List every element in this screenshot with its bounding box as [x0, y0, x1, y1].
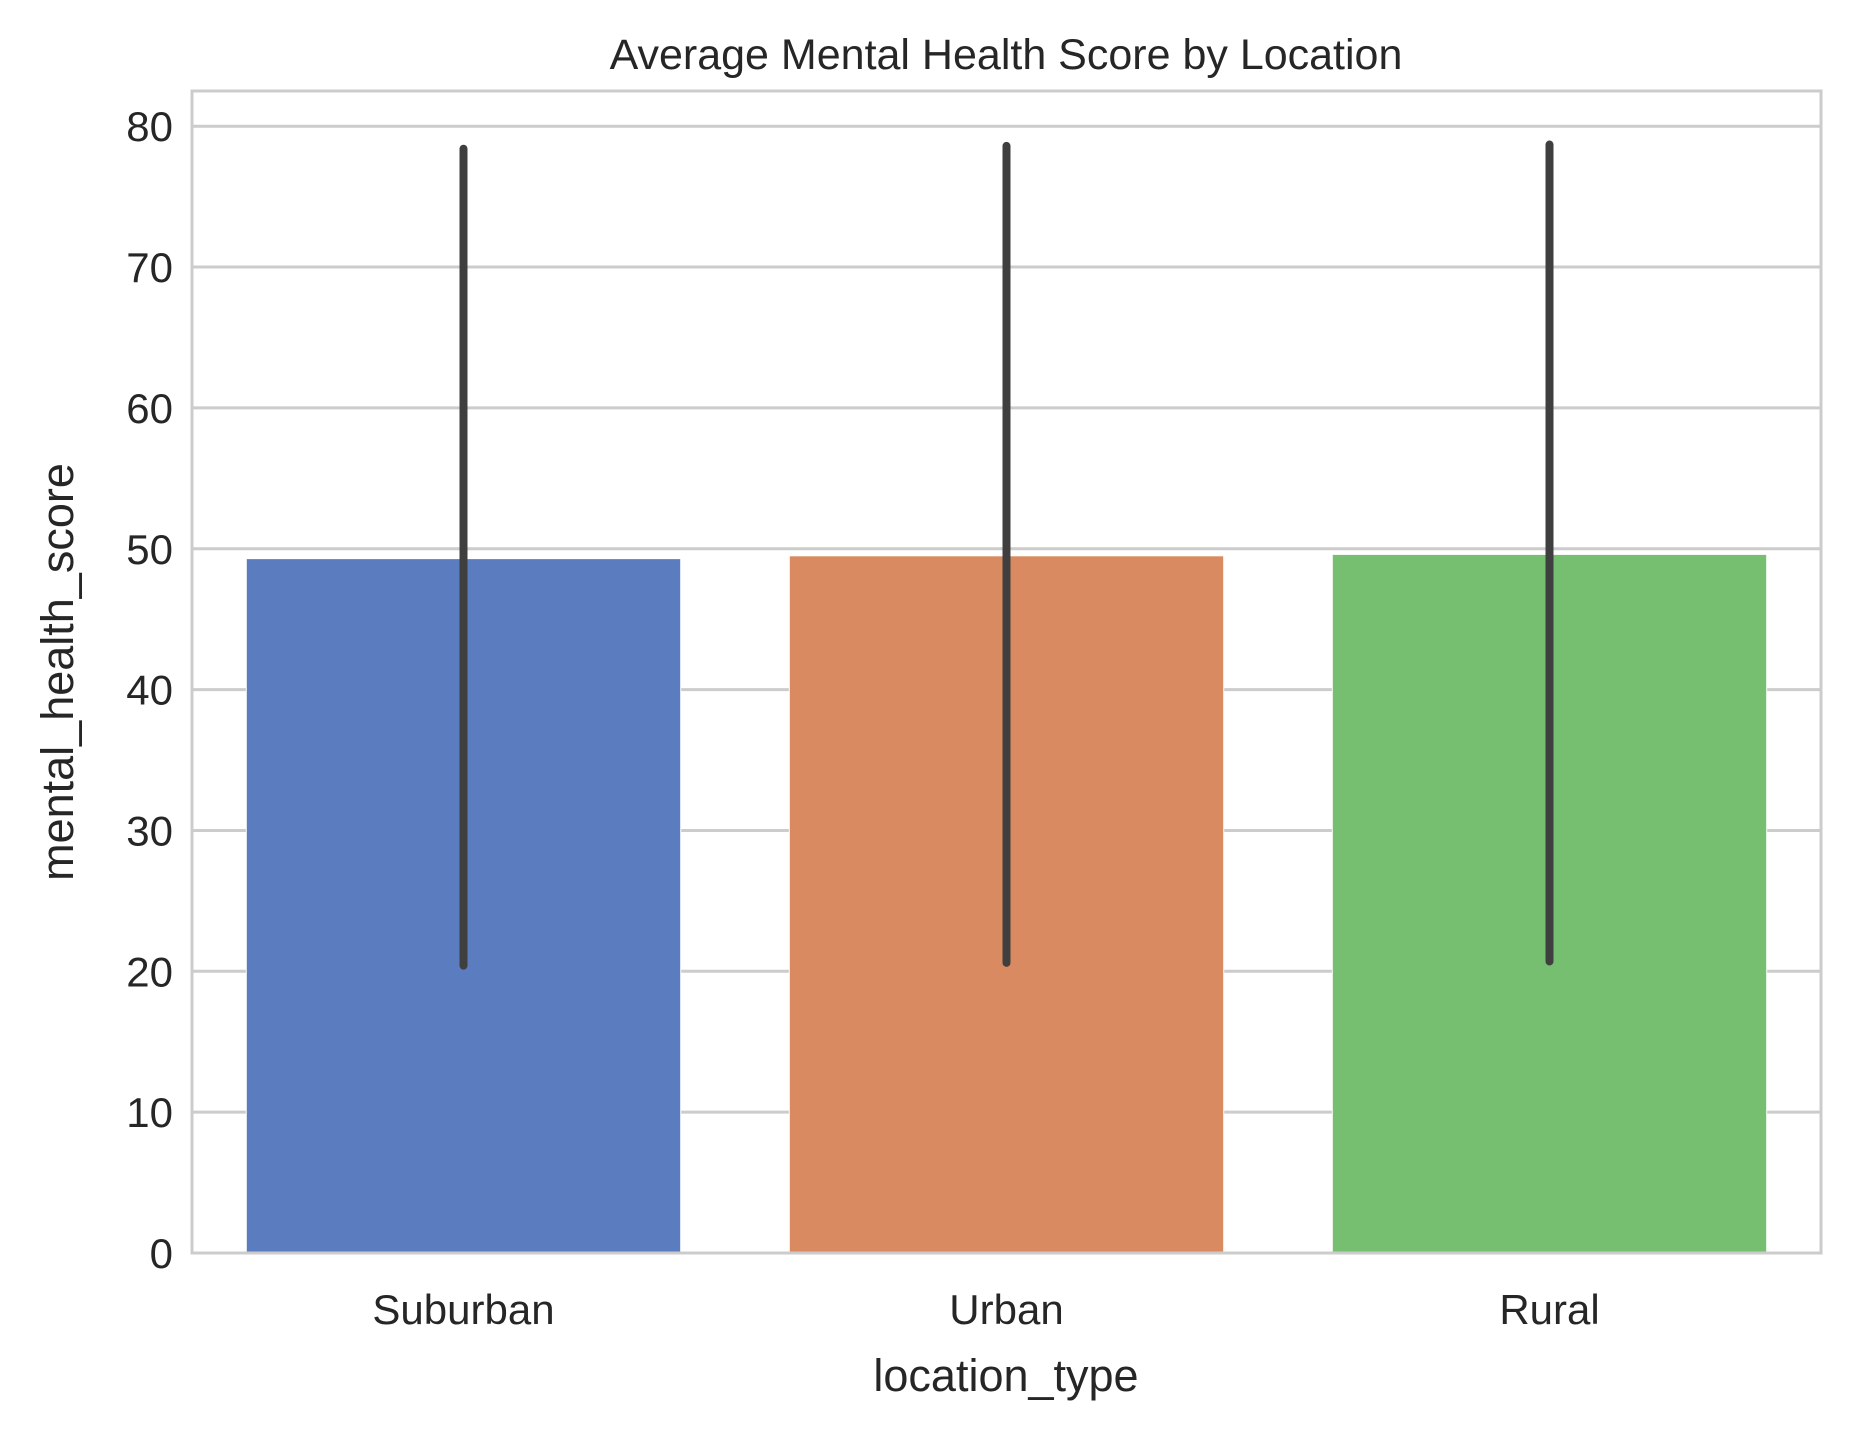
- plot-frame: [190, 89, 1823, 1255]
- x-tick-label-rural: Rural: [1499, 1286, 1599, 1333]
- y-tick-label: 30: [126, 807, 173, 854]
- y-tick-label: 80: [126, 103, 173, 150]
- y-axis-label: mental_health_score: [32, 463, 83, 881]
- x-axis-label: location_type: [873, 1350, 1138, 1401]
- error-bars: [459, 140, 1554, 970]
- chart-title: Average Mental Health Score by Location: [610, 31, 1403, 79]
- y-tick-label: 50: [126, 526, 173, 573]
- tick-labels: 0 10 20 30 40 50 60 70 80 Suburban Urban Rural: [126, 103, 1599, 1333]
- y-tick-label: 60: [126, 385, 173, 432]
- y-tick-label: 10: [126, 1089, 173, 1136]
- x-tick-label-urban: Urban: [949, 1286, 1063, 1333]
- y-tick-label: 40: [126, 667, 173, 714]
- y-tick-label: 20: [126, 948, 173, 995]
- y-tick-label: 0: [150, 1230, 173, 1277]
- y-tick-label: 70: [126, 244, 173, 291]
- axes: [190, 89, 1823, 1255]
- x-tick-label-suburban: Suburban: [372, 1286, 554, 1333]
